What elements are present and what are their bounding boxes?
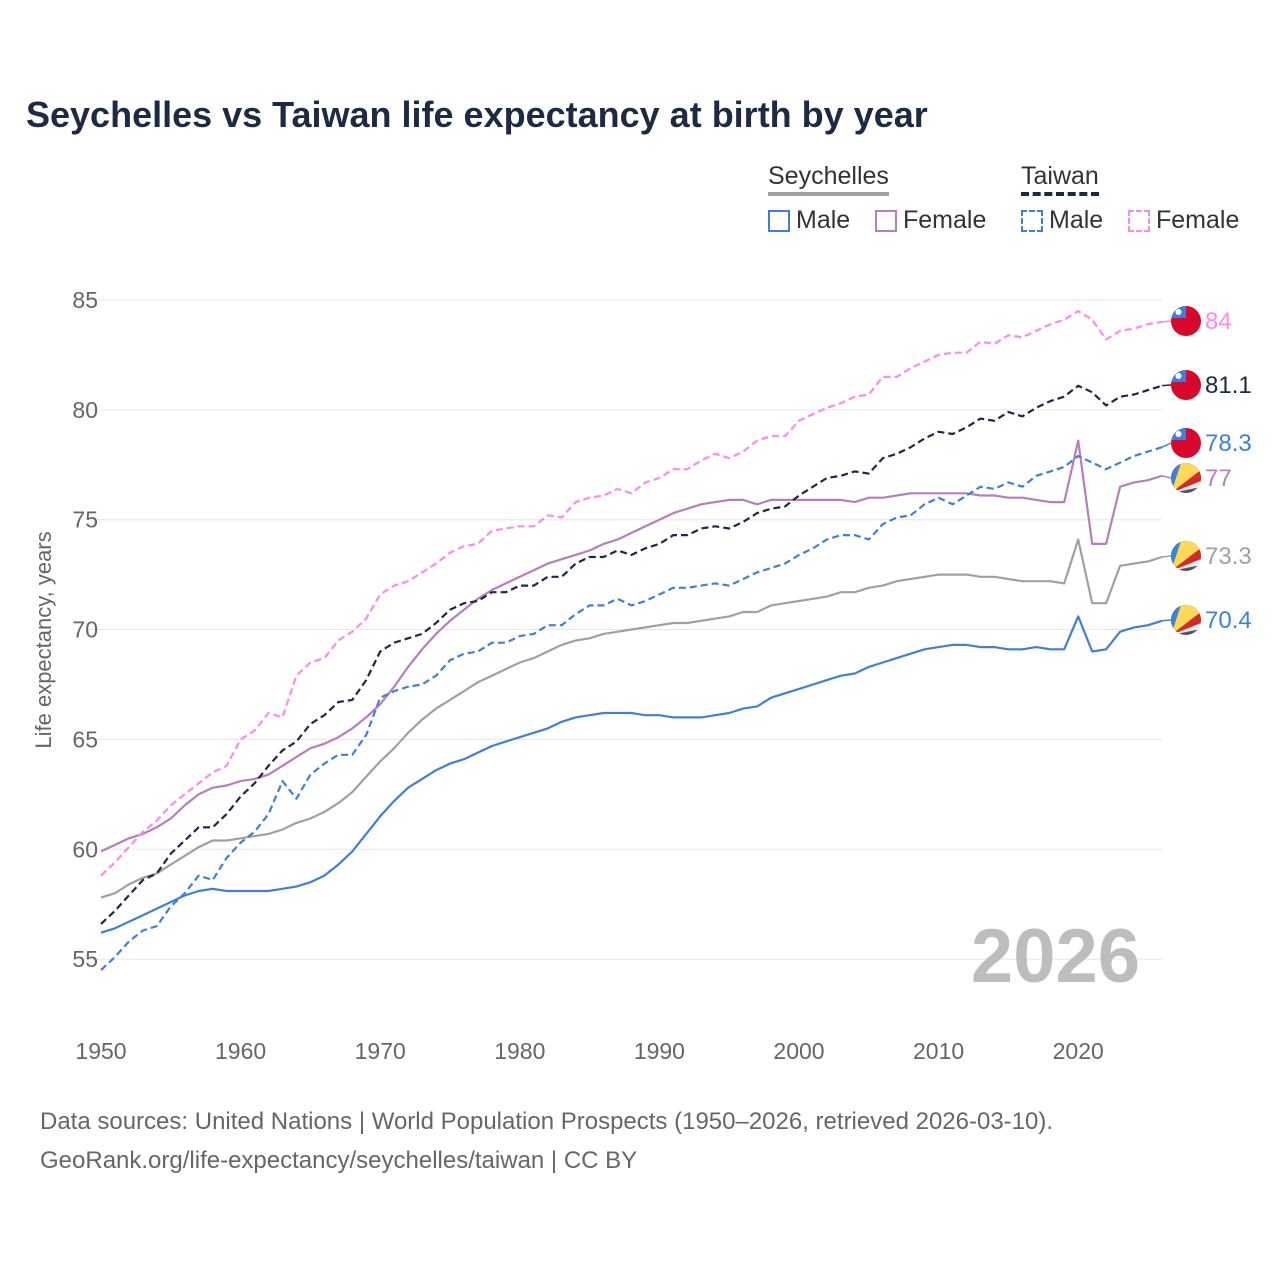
label-leader [1161,555,1172,558]
taiwan-flag-icon [1171,428,1201,458]
series-line-taiwan-female[interactable] [100,309,1163,877]
end-value-label: 73.3 [1205,543,1252,570]
y-tick-label: 55 [72,946,98,972]
label-leader [1161,320,1172,323]
series-line-seychelles-female[interactable] [100,439,1163,853]
seychelles-flag-icon [1171,541,1201,571]
legend-swatch [1128,209,1150,232]
y-axis-label: Life expectancy, years [31,531,56,748]
chart-title: Seychelles vs Taiwan life expectancy at … [26,94,928,135]
end-value-label: 78.3 [1205,430,1252,457]
end-value-label: 77 [1205,465,1232,492]
series-line-seychelles[interactable] [100,538,1163,899]
y-tick-label: 65 [72,726,98,752]
legend-swatch [1021,209,1043,232]
y-tick-label: 80 [72,397,98,423]
legend-item-taiwan-female[interactable]: Female [1128,206,1239,235]
end-value-label: 84 [1205,308,1232,335]
label-leader [1161,619,1172,622]
label-leader [1161,384,1172,387]
legend-group-seychelles: Seychelles [768,162,889,196]
year-watermark: 2026 [971,914,1140,999]
x-tick-label: 1960 [215,1038,266,1064]
seychelles-flag-icon [1171,463,1201,493]
x-tick-label: 1980 [494,1038,545,1064]
x-tick-label: 2020 [1053,1038,1104,1064]
end-value-label: 81.1 [1205,372,1252,399]
legend-item-seychelles-male[interactable]: Male [768,206,850,235]
footer-link[interactable]: GeoRank.org/life-expectancy/seychelles/t… [40,1147,638,1174]
taiwan-flag-icon [1171,306,1201,336]
legend-label: Female [1156,206,1240,234]
x-tick-label: 2010 [913,1038,964,1064]
y-tick-label: 75 [72,507,98,533]
label-leader [1161,475,1172,479]
y-tick-label: 70 [72,617,98,643]
series-line-seychelles-male[interactable] [100,615,1163,934]
legend-label: Male [796,206,851,234]
end-value-label: 70.4 [1205,607,1252,634]
series-line-taiwan[interactable] [100,384,1163,925]
legend-label: Male [1049,206,1104,234]
legend-label: Female [903,206,987,234]
seychelles-flag-icon [1171,605,1201,635]
y-tick-label: 85 [72,287,98,313]
taiwan-flag-icon [1171,370,1201,400]
y-tick-label: 60 [72,836,98,862]
x-tick-label: 1970 [355,1038,406,1064]
legend-group-taiwan: Taiwan [1021,162,1099,196]
legend-swatch [768,209,790,232]
footer-sources: Data sources: United Nations | World Pop… [40,1108,1054,1135]
x-tick-label: 1950 [75,1038,126,1064]
label-leader [1161,442,1172,448]
legend-item-taiwan-male[interactable]: Male [1021,206,1103,235]
legend-swatch [875,209,897,232]
series-line-taiwan-male[interactable] [100,446,1163,971]
x-tick-label: 1990 [634,1038,685,1064]
legend-item-seychelles-female[interactable]: Female [875,206,986,235]
x-tick-label: 2000 [773,1038,824,1064]
